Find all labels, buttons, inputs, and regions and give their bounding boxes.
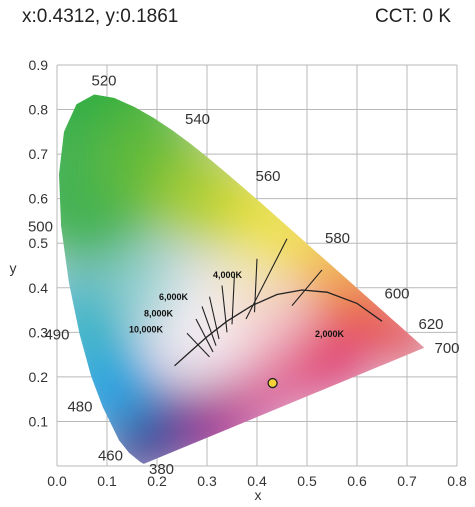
wavelength-label: 540: [185, 111, 210, 128]
wavelength-label: 460: [98, 448, 123, 465]
xy-coordinate-readout: x:0.4312, y:0.1861: [22, 6, 179, 27]
x-tick-label: 0.3: [197, 473, 217, 489]
y-tick-label: 0.6: [29, 191, 49, 207]
isotherm-line: [208, 296, 220, 340]
isotherm-line: [231, 273, 236, 325]
chart-labels: 0.0 0.1 0.2 0.3 0.4 0.5 0.6 0.7 0.8 0.1 0.2 0.3 0.4 0…: [10, 57, 467, 503]
y-tick-label: 0.3: [29, 324, 49, 340]
isotherm-line: [195, 318, 214, 353]
isotherm-line: [291, 269, 323, 306]
x-tick-label: 0.0: [47, 473, 67, 489]
chromaticity-point[interactable]: [267, 377, 278, 389]
wavelength-label: 380: [149, 461, 174, 478]
wavelength-label: 480: [67, 399, 92, 416]
x-tick-label: 0.5: [297, 473, 317, 489]
y-tick-label: 0.1: [29, 413, 49, 429]
y-tick-label: 0.8: [29, 102, 49, 118]
x-tick-label: 0.4: [247, 473, 267, 489]
isotherm-line: [201, 306, 217, 346]
cct-readout: CCT: 0 K: [374, 6, 451, 27]
isotherm-line: [186, 332, 210, 358]
y-tick-label: 0.2: [29, 369, 49, 385]
wavelength-label: 620: [419, 316, 444, 333]
cct-label: 2,000K: [315, 329, 345, 339]
gamut-color-blob: [217, 248, 277, 309]
cct-label: 4,000K: [213, 270, 243, 280]
x-tick-label: 0.1: [97, 473, 117, 489]
wavelength-label: 600: [385, 285, 410, 302]
cct-label: 8,000K: [144, 309, 174, 319]
x-tick-label: 0.6: [347, 473, 367, 489]
x-tick-label: 0.2: [147, 473, 167, 489]
wavelength-label: 520: [91, 72, 116, 89]
y-tick-label: 0.7: [29, 146, 49, 162]
isotherm-line: [221, 285, 228, 333]
isotherm-line: [245, 238, 288, 320]
wavelength-label: 700: [435, 340, 460, 357]
wavelength-label: 560: [256, 168, 281, 185]
chromaticity-marker[interactable]: [267, 377, 278, 389]
y-tick-label: 0.5: [29, 235, 49, 251]
x-axis-label: x: [255, 487, 262, 503]
cct-label: 6,000K: [159, 292, 189, 302]
x-tick-label: 0.7: [397, 473, 417, 489]
isotherm-line: [253, 258, 258, 313]
wavelength-label: 490: [44, 327, 69, 344]
y-tick-label: 0.9: [29, 57, 49, 73]
y-tick-label: 0.4: [29, 280, 49, 296]
cct-label: 10,000K: [129, 324, 164, 334]
wavelength-label: 580: [325, 230, 350, 247]
x-tick-label: 0.8: [447, 473, 467, 489]
y-axis-label: y: [10, 260, 17, 276]
planckian-locus: [174, 238, 383, 367]
wavelength-label: 500: [28, 218, 53, 235]
gamut-color-blob: [285, 312, 369, 397]
